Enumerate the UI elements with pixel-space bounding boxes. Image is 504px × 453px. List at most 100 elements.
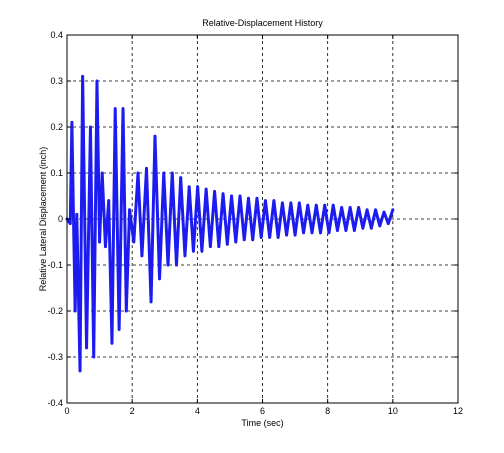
series-point: [391, 208, 395, 212]
series-point: [162, 171, 166, 175]
series-point: [166, 263, 170, 267]
series-point: [98, 240, 101, 244]
y-tick-label: 0.2: [50, 122, 63, 132]
series-point: [302, 231, 305, 235]
series-point: [327, 231, 331, 235]
series-point: [365, 208, 369, 212]
x-axis-title: Time (sec): [241, 418, 283, 428]
series-point: [276, 236, 280, 239]
series-point: [382, 210, 386, 214]
series-point: [95, 79, 99, 83]
series-point: [121, 107, 125, 110]
series-point: [117, 328, 121, 331]
series-point: [238, 194, 242, 198]
series-point: [357, 206, 361, 209]
series-point: [319, 231, 322, 235]
series-point: [187, 185, 191, 189]
x-tick-label: 0: [64, 406, 69, 416]
series-point: [255, 196, 259, 200]
x-tick-label: 4: [195, 406, 200, 416]
series-point: [310, 231, 314, 235]
series-point: [331, 203, 335, 207]
x-tick-label: 2: [130, 406, 135, 416]
series-point: [272, 199, 276, 203]
x-tick-label: 8: [325, 406, 330, 416]
series-point: [132, 240, 136, 244]
series-point: [234, 240, 238, 244]
series-point: [259, 236, 263, 239]
series-point: [340, 206, 344, 209]
series-point: [314, 203, 318, 207]
series-point: [113, 107, 117, 110]
series-point: [100, 171, 104, 175]
series-point: [78, 369, 82, 373]
y-axis-title: Relative Lateral Displacement (inch): [38, 147, 48, 292]
series-point: [247, 196, 250, 200]
series-point: [208, 245, 212, 249]
series-point: [348, 206, 352, 209]
x-tick-label: 10: [388, 406, 398, 416]
series-point: [68, 222, 72, 226]
series-point: [75, 213, 79, 216]
series-point: [221, 192, 225, 196]
y-tick-label: -0.1: [47, 260, 63, 270]
series-point: [128, 208, 131, 212]
series-point: [104, 245, 107, 249]
series-point: [242, 238, 246, 242]
series-point: [140, 254, 144, 258]
series-point: [183, 254, 187, 258]
series-point: [344, 229, 348, 232]
series-point: [230, 194, 233, 198]
series-point: [213, 190, 217, 193]
series-point: [378, 224, 382, 228]
series-point: [107, 199, 111, 203]
series-point: [352, 229, 356, 232]
series-point: [192, 249, 195, 253]
series-point: [285, 233, 289, 237]
y-tick-label: 0.1: [50, 168, 63, 178]
series-point: [145, 167, 148, 170]
series-point: [251, 238, 255, 242]
y-tick-label: 0: [58, 214, 63, 224]
y-tick-label: -0.2: [47, 306, 63, 316]
series-point: [306, 203, 310, 207]
series-point: [196, 185, 200, 189]
series-point: [89, 125, 92, 129]
series-point: [336, 229, 339, 232]
series-point: [361, 226, 365, 230]
series-point: [153, 134, 157, 138]
series-point: [264, 199, 267, 203]
y-tick-label: 0.3: [50, 76, 63, 86]
series-point: [92, 355, 96, 359]
series-point: [297, 201, 301, 205]
tick-layer: 0 2 4 6 8 10 12 0.4 0.3 0.2 0.1 0 -0.1 -0.2 -0.3 -0.4: [47, 30, 463, 416]
series-point: [110, 341, 114, 345]
series-point: [170, 171, 174, 175]
series-point: [323, 203, 327, 207]
series-point: [225, 242, 229, 246]
series-point: [73, 309, 77, 313]
y-tick-label: -0.3: [47, 352, 63, 362]
series-point: [158, 277, 161, 281]
series-point: [280, 201, 284, 205]
series-line: [65, 74, 395, 373]
series-point: [268, 236, 272, 239]
x-tick-label: 6: [260, 406, 265, 416]
series-point: [204, 187, 208, 191]
series-point: [293, 233, 297, 237]
series-point: [81, 75, 85, 78]
data-layer: [65, 74, 395, 373]
series-point: [175, 263, 178, 267]
series-point: [369, 226, 373, 230]
grid-layer: [67, 35, 458, 403]
series-point: [124, 309, 128, 313]
x-tick-label: 12: [453, 406, 463, 416]
series-point: [386, 222, 390, 226]
series-point: [374, 208, 377, 212]
y-tick-label: -0.4: [47, 398, 63, 408]
series-point: [85, 346, 88, 350]
series-point: [149, 300, 153, 304]
y-tick-label: 0.4: [50, 30, 63, 40]
